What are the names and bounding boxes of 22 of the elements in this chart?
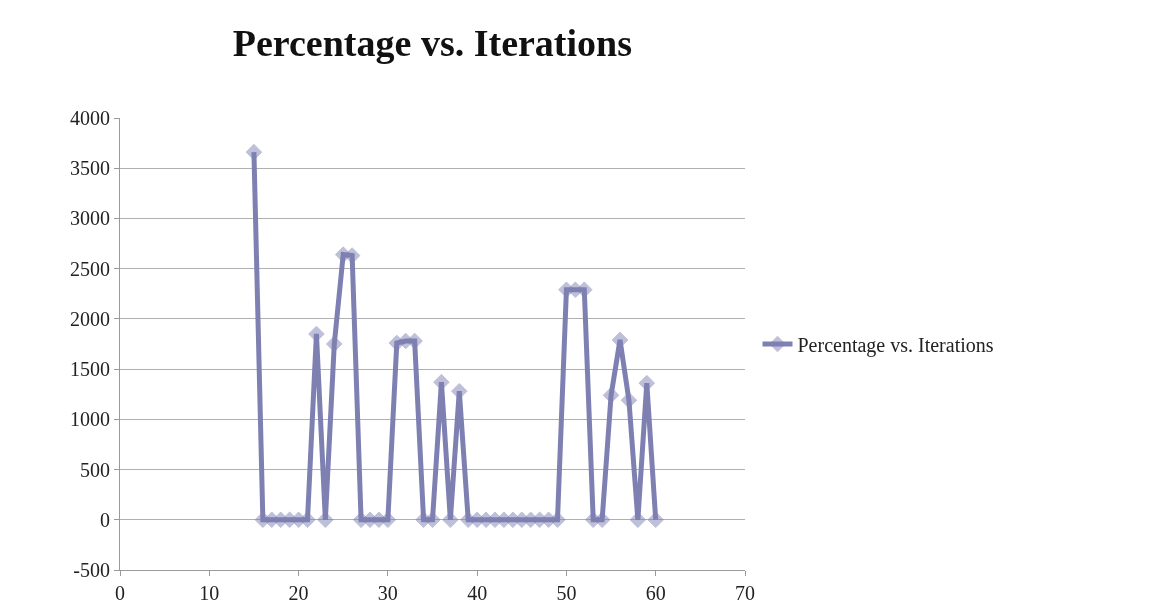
y-tick-label: -500 <box>73 559 110 581</box>
y-tick-label: 0 <box>100 508 110 531</box>
point <box>647 511 665 529</box>
y-tick-label: 3500 <box>70 157 110 180</box>
x-tick-label: 30 <box>377 582 398 604</box>
chart-title: Percentage vs. Iterations <box>232 22 632 65</box>
y-tick-label: 2000 <box>70 307 110 330</box>
y-tick-label: 1000 <box>70 408 110 431</box>
x-tick-label: 10 <box>199 582 220 604</box>
x-tick-label: 0 <box>115 582 125 604</box>
x-tick-label: 50 <box>556 582 577 604</box>
point <box>620 391 638 409</box>
x-tick-label: 40 <box>467 582 488 604</box>
y-tick-label: 2500 <box>70 257 110 280</box>
x-tick-label: 20 <box>288 582 309 604</box>
y-tick-label: 4000 <box>70 107 110 129</box>
y-tick-label: 500 <box>80 458 110 481</box>
x-tick-label: 70 <box>735 582 755 604</box>
y-tick-label: 3000 <box>70 207 110 230</box>
y-tick-label: 1500 <box>70 358 110 381</box>
legend-label: Percentage vs. Iterations <box>797 333 994 357</box>
x-tick-label: 60 <box>645 582 666 604</box>
